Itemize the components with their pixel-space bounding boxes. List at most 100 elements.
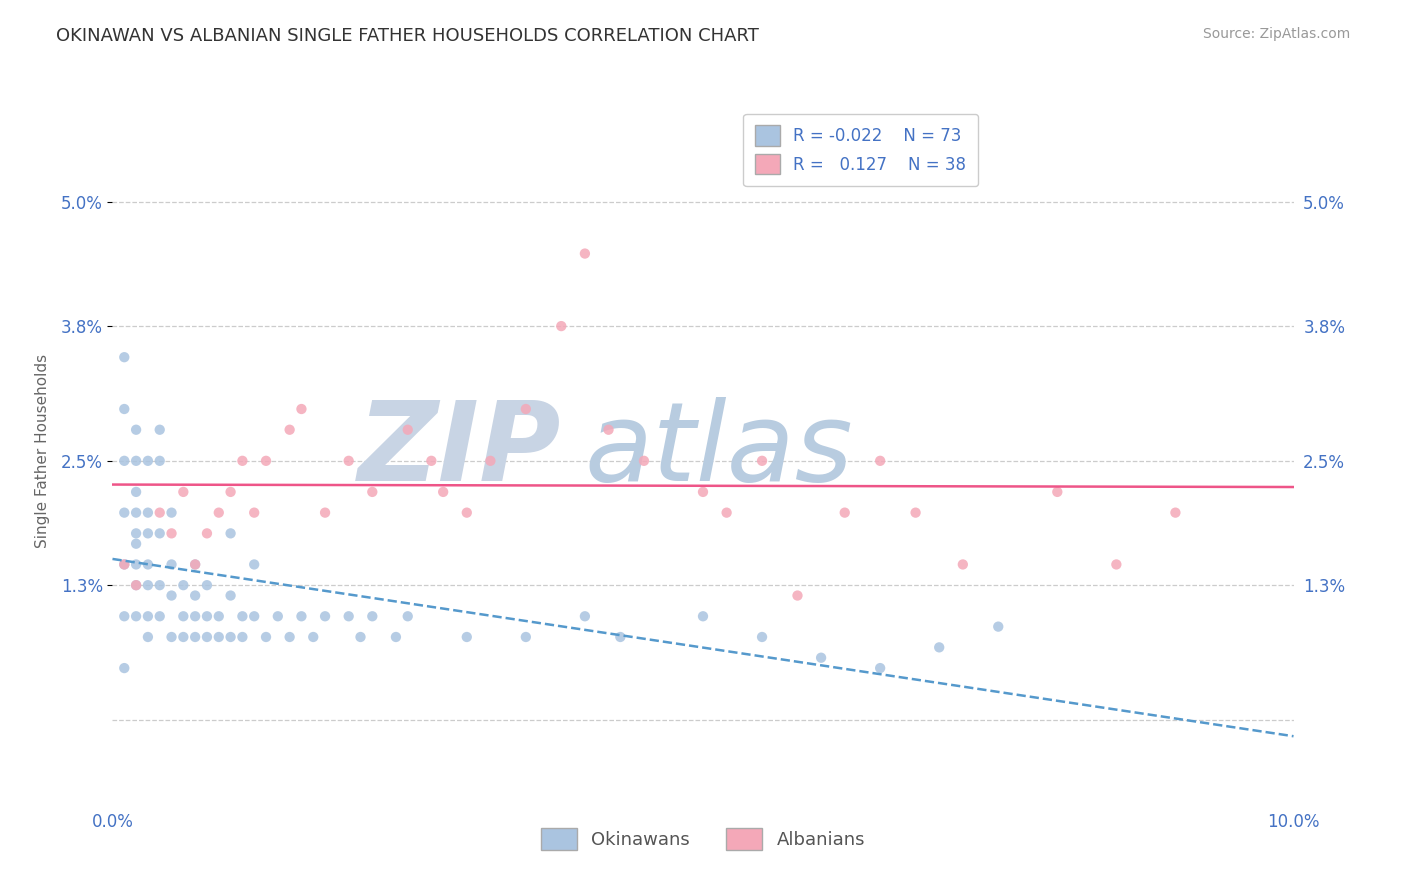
Point (290, 609, 312, 624)
Point (337, 454, 360, 468)
Point (125, 537, 148, 551)
Point (136, 578, 159, 592)
Point (751, 454, 773, 468)
Point (219, 484, 242, 499)
Point (160, 506, 183, 520)
Point (290, 402, 312, 417)
Point (112, 661, 135, 675)
Point (125, 578, 148, 592)
Point (149, 423, 172, 437)
Point (208, 506, 231, 520)
Point (125, 506, 148, 520)
Point (716, 506, 738, 520)
Point (149, 454, 172, 468)
Point (786, 589, 808, 603)
Point (254, 630, 277, 644)
Point (112, 558, 135, 572)
Point (195, 578, 218, 592)
Point (361, 484, 384, 499)
Point (456, 506, 478, 520)
Point (219, 630, 242, 644)
Point (479, 454, 502, 468)
Point (184, 630, 207, 644)
Point (184, 558, 207, 572)
Point (834, 506, 856, 520)
Point (337, 609, 360, 624)
Point (302, 630, 325, 644)
Point (456, 630, 478, 644)
Point (231, 609, 253, 624)
Point (160, 630, 183, 644)
Point (125, 454, 148, 468)
Point (195, 630, 218, 644)
Point (810, 650, 832, 665)
Point (136, 609, 159, 624)
Point (160, 558, 183, 572)
Point (278, 423, 301, 437)
Point (172, 630, 194, 644)
Point (1046, 484, 1069, 499)
Point (928, 640, 950, 655)
Point (195, 526, 218, 541)
Point (231, 630, 253, 644)
Point (987, 620, 1010, 634)
Point (184, 558, 207, 572)
Point (574, 609, 596, 624)
Point (243, 558, 266, 572)
Point (550, 319, 572, 334)
Point (208, 609, 231, 624)
Point (314, 506, 336, 520)
Point (574, 246, 596, 260)
Point (112, 402, 135, 417)
Point (172, 484, 194, 499)
Point (172, 578, 194, 592)
Point (692, 484, 714, 499)
Point (609, 630, 631, 644)
Point (136, 526, 159, 541)
Point (869, 661, 891, 675)
Point (125, 484, 148, 499)
Text: ZIP: ZIP (357, 397, 561, 504)
Legend: Okinawans, Albanians: Okinawans, Albanians (533, 821, 873, 857)
Point (112, 609, 135, 624)
Point (396, 609, 419, 624)
Point (136, 558, 159, 572)
Point (231, 454, 253, 468)
Point (243, 609, 266, 624)
Point (1105, 558, 1128, 572)
Point (1164, 506, 1187, 520)
Point (125, 578, 148, 592)
Point (136, 630, 159, 644)
Text: Source: ZipAtlas.com: Source: ZipAtlas.com (1202, 27, 1350, 41)
Point (267, 609, 290, 624)
Text: OKINAWAN VS ALBANIAN SINGLE FATHER HOUSEHOLDS CORRELATION CHART: OKINAWAN VS ALBANIAN SINGLE FATHER HOUSE… (56, 27, 759, 45)
Point (136, 454, 159, 468)
Point (869, 454, 891, 468)
Point (219, 526, 242, 541)
Point (184, 609, 207, 624)
Point (515, 630, 537, 644)
Point (125, 558, 148, 572)
Point (112, 454, 135, 468)
Point (243, 506, 266, 520)
Point (112, 350, 135, 364)
Point (633, 454, 655, 468)
Point (952, 558, 974, 572)
Point (160, 589, 183, 603)
Point (149, 609, 172, 624)
Point (314, 609, 336, 624)
Point (149, 578, 172, 592)
Point (598, 423, 620, 437)
Point (125, 609, 148, 624)
Point (195, 609, 218, 624)
Point (112, 558, 135, 572)
Point (278, 630, 301, 644)
Text: atlas: atlas (585, 397, 853, 504)
Point (385, 630, 408, 644)
Point (692, 609, 714, 624)
Point (149, 526, 172, 541)
Point (160, 526, 183, 541)
Y-axis label: Single Father Households: Single Father Households (35, 353, 49, 548)
Point (254, 454, 277, 468)
Point (515, 402, 537, 417)
